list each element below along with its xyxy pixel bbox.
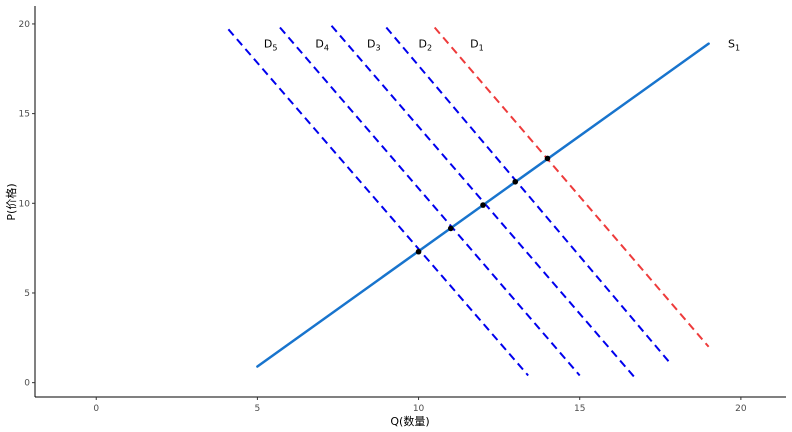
equilibrium-point-5 — [415, 248, 422, 255]
y-tick-label: 0 — [24, 379, 30, 389]
equilibrium-point-4 — [447, 225, 454, 232]
x-tick-label: 5 — [255, 404, 261, 414]
x-tick-label: 15 — [574, 404, 585, 414]
demand-curve-1 — [433, 26, 710, 348]
y-tick-label: 10 — [19, 199, 31, 209]
demand-curve-5 — [227, 28, 529, 377]
equilibrium-point-1 — [544, 155, 551, 162]
x-tick-label: 10 — [413, 404, 425, 414]
demand-curve-2 — [385, 26, 671, 364]
y-tick-label: 5 — [24, 289, 30, 299]
demand-label-3: D3 — [367, 38, 381, 53]
demand-label-1: D1 — [470, 38, 484, 53]
axes: 0 5 10 15 20 0 5 10 15 20 — [19, 6, 786, 414]
curves — [227, 25, 710, 378]
equilibrium-point-3 — [480, 202, 486, 208]
x-axis-title: Q(数量) — [390, 415, 429, 428]
y-axis-title: P(价格) — [4, 183, 18, 220]
equilibrium-points — [415, 155, 551, 255]
demand-label-2: D2 — [419, 38, 433, 53]
demand-curve-4 — [279, 26, 581, 377]
y-tick-label: 20 — [19, 20, 31, 30]
demand-label-4: D4 — [315, 38, 329, 53]
x-tick-label: 0 — [93, 404, 99, 414]
curve-labels: D1 D2 D3 D4 D5 S1 — [264, 38, 740, 53]
x-tick-label: 20 — [735, 404, 747, 414]
y-tick-label: 15 — [19, 110, 30, 120]
supply-label: S1 — [728, 38, 740, 53]
demand-label-5: D5 — [264, 38, 278, 53]
equilibrium-point-2 — [512, 178, 519, 185]
